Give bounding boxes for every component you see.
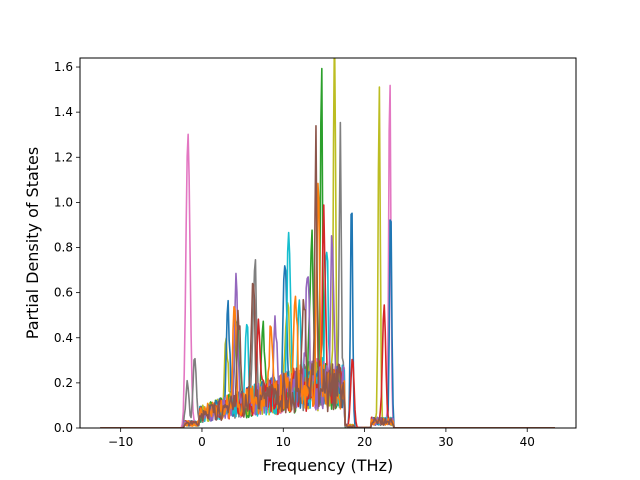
y-tick-label: 0.0 xyxy=(54,421,73,435)
y-tick-label: 1.0 xyxy=(54,195,73,209)
plot-frame xyxy=(79,57,577,429)
series-group xyxy=(100,58,556,428)
y-tick-label: 1.2 xyxy=(54,150,73,164)
y-tick-label: 0.8 xyxy=(54,241,73,255)
y-tick-label: 0.4 xyxy=(54,331,73,345)
y-axis-ticks: 0.0 0.2 0.4 0.6 0.8 1.0 1.2 1.4 1.6 xyxy=(54,60,80,435)
pdos-series-line xyxy=(100,124,556,428)
y-tick-label: 1.4 xyxy=(54,105,73,119)
x-tick-label: −10 xyxy=(108,435,133,449)
y-tick-label: 0.2 xyxy=(54,376,73,390)
pdos-series-line xyxy=(100,182,556,428)
x-axis-ticks: −10 0 10 20 30 40 xyxy=(108,428,535,449)
x-tick-label: 20 xyxy=(357,435,372,449)
x-tick-label: 30 xyxy=(438,435,453,449)
x-axis-label: Frequency (THz) xyxy=(263,456,393,475)
y-axis-label: Partial Density of States xyxy=(23,147,42,339)
x-tick-label: 10 xyxy=(276,435,291,449)
y-tick-label: 0.6 xyxy=(54,286,73,300)
pdos-series-line xyxy=(100,231,556,428)
x-tick-label: 40 xyxy=(520,435,535,449)
x-tick-label: 0 xyxy=(198,435,206,449)
y-tick-label: 1.6 xyxy=(54,60,73,74)
